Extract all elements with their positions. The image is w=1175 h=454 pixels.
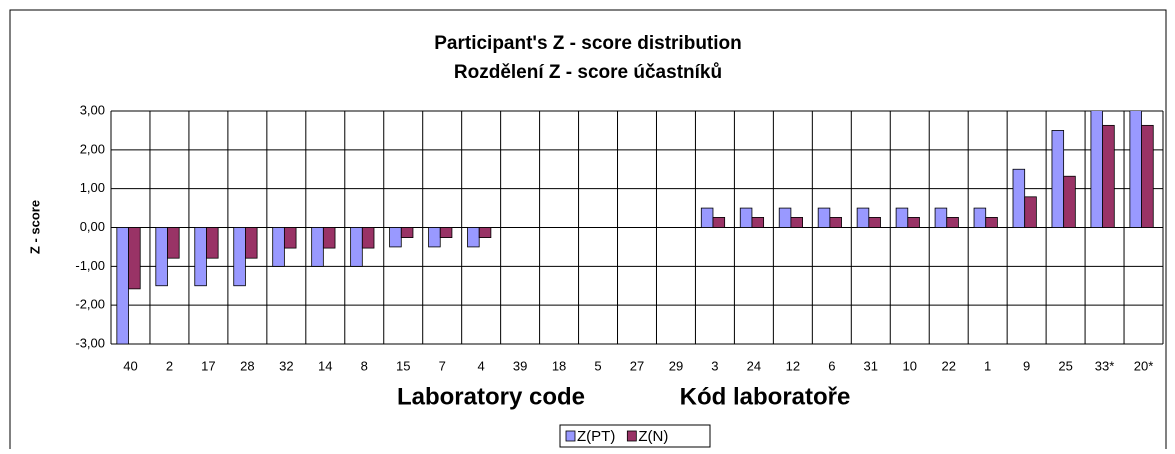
bar [245, 227, 258, 259]
y-tick-label: 3,00 [80, 102, 105, 117]
bar [751, 217, 765, 228]
bar [322, 227, 336, 249]
x-tick-label: 39 [513, 358, 527, 373]
bar [1024, 196, 1037, 228]
y-tick-label: 0,00 [80, 219, 105, 234]
x-tick-label: 28 [240, 358, 254, 373]
bar [361, 227, 375, 249]
x-tick-label: 22 [941, 358, 955, 373]
y-tick-label: 1,00 [80, 180, 105, 195]
bar [155, 227, 168, 287]
x-tick-label: 27 [630, 358, 644, 373]
y-tick-label: -3,00 [75, 335, 105, 350]
bar [283, 227, 297, 249]
bar [829, 217, 842, 228]
bar [311, 227, 324, 267]
y-axis-label: Z - score [27, 200, 42, 254]
x-tick-label: 5 [594, 358, 601, 373]
legend-swatch [626, 430, 637, 442]
chart-border [9, 9, 1167, 449]
x-tick-label: 2 [166, 358, 173, 373]
bar [389, 227, 402, 248]
x-tick-label: 4 [478, 358, 485, 373]
x-tick-label: 1 [984, 358, 991, 373]
bar [700, 207, 714, 228]
x-tick-label: 32 [279, 358, 293, 373]
bar [167, 227, 180, 259]
bar [868, 217, 881, 228]
bar [907, 217, 920, 228]
bar [790, 217, 803, 228]
x-tick-label: 29 [669, 358, 683, 373]
x-tick-label: 6 [828, 358, 835, 373]
x-tick-label: 15 [396, 358, 410, 373]
x-tick-label: 17 [201, 358, 215, 373]
x-tick-label: 7 [439, 358, 446, 373]
x-axis-label-2: Kód laboratoře [680, 383, 851, 410]
x-axis-label: Laboratory code [397, 383, 585, 410]
bar [985, 217, 998, 228]
x-tick-label: 3 [711, 358, 718, 373]
bar [739, 207, 753, 228]
bar [1141, 124, 1154, 228]
x-tick-label: 24 [747, 358, 761, 373]
bar [946, 217, 959, 228]
bar [895, 207, 909, 228]
x-tick-label: 18 [552, 358, 566, 373]
bar [467, 227, 480, 248]
bar [116, 227, 129, 344]
x-tick-label: 14 [318, 358, 332, 373]
x-tick-label: 31 [864, 358, 878, 373]
legend-label: Z(N) [638, 428, 668, 445]
bar [1012, 168, 1026, 228]
bar [1129, 111, 1142, 228]
x-tick-label: 25 [1058, 358, 1072, 373]
x-tick-label: 9 [1023, 358, 1030, 373]
bar [428, 227, 441, 248]
x-tick-label: 10 [903, 358, 917, 373]
bar [778, 207, 792, 228]
bar [272, 227, 285, 267]
bar [1090, 111, 1104, 228]
bar [194, 227, 207, 287]
bar [856, 207, 870, 228]
x-tick-label: 12 [786, 358, 800, 373]
x-tick-label: 20* [1134, 358, 1154, 373]
legend-label: Z(PT) [577, 428, 615, 445]
bar [1063, 175, 1076, 228]
y-tick-label: -2,00 [75, 297, 105, 312]
bar [817, 207, 831, 228]
y-tick-label: 2,00 [80, 141, 105, 156]
bar [973, 207, 987, 228]
x-tick-label: 40 [123, 358, 137, 373]
bar [934, 207, 948, 228]
bar [1051, 130, 1065, 228]
chart-title: Participant's Z - score distribution [434, 33, 742, 54]
chart-subtitle: Rozdělení Z - score účastníků [454, 62, 722, 83]
bar [1102, 124, 1115, 228]
bar [350, 227, 363, 267]
bar [206, 227, 219, 259]
bar [400, 227, 414, 238]
legend-swatch [565, 430, 576, 442]
plot-bars [116, 111, 1154, 344]
bar [128, 227, 141, 290]
bar [439, 227, 453, 238]
bar [478, 227, 492, 238]
x-tick-label: 8 [361, 358, 368, 373]
y-tick-label: -1,00 [75, 258, 105, 273]
bar [233, 227, 246, 287]
bar [712, 217, 726, 228]
x-tick-label: 33* [1095, 358, 1115, 373]
